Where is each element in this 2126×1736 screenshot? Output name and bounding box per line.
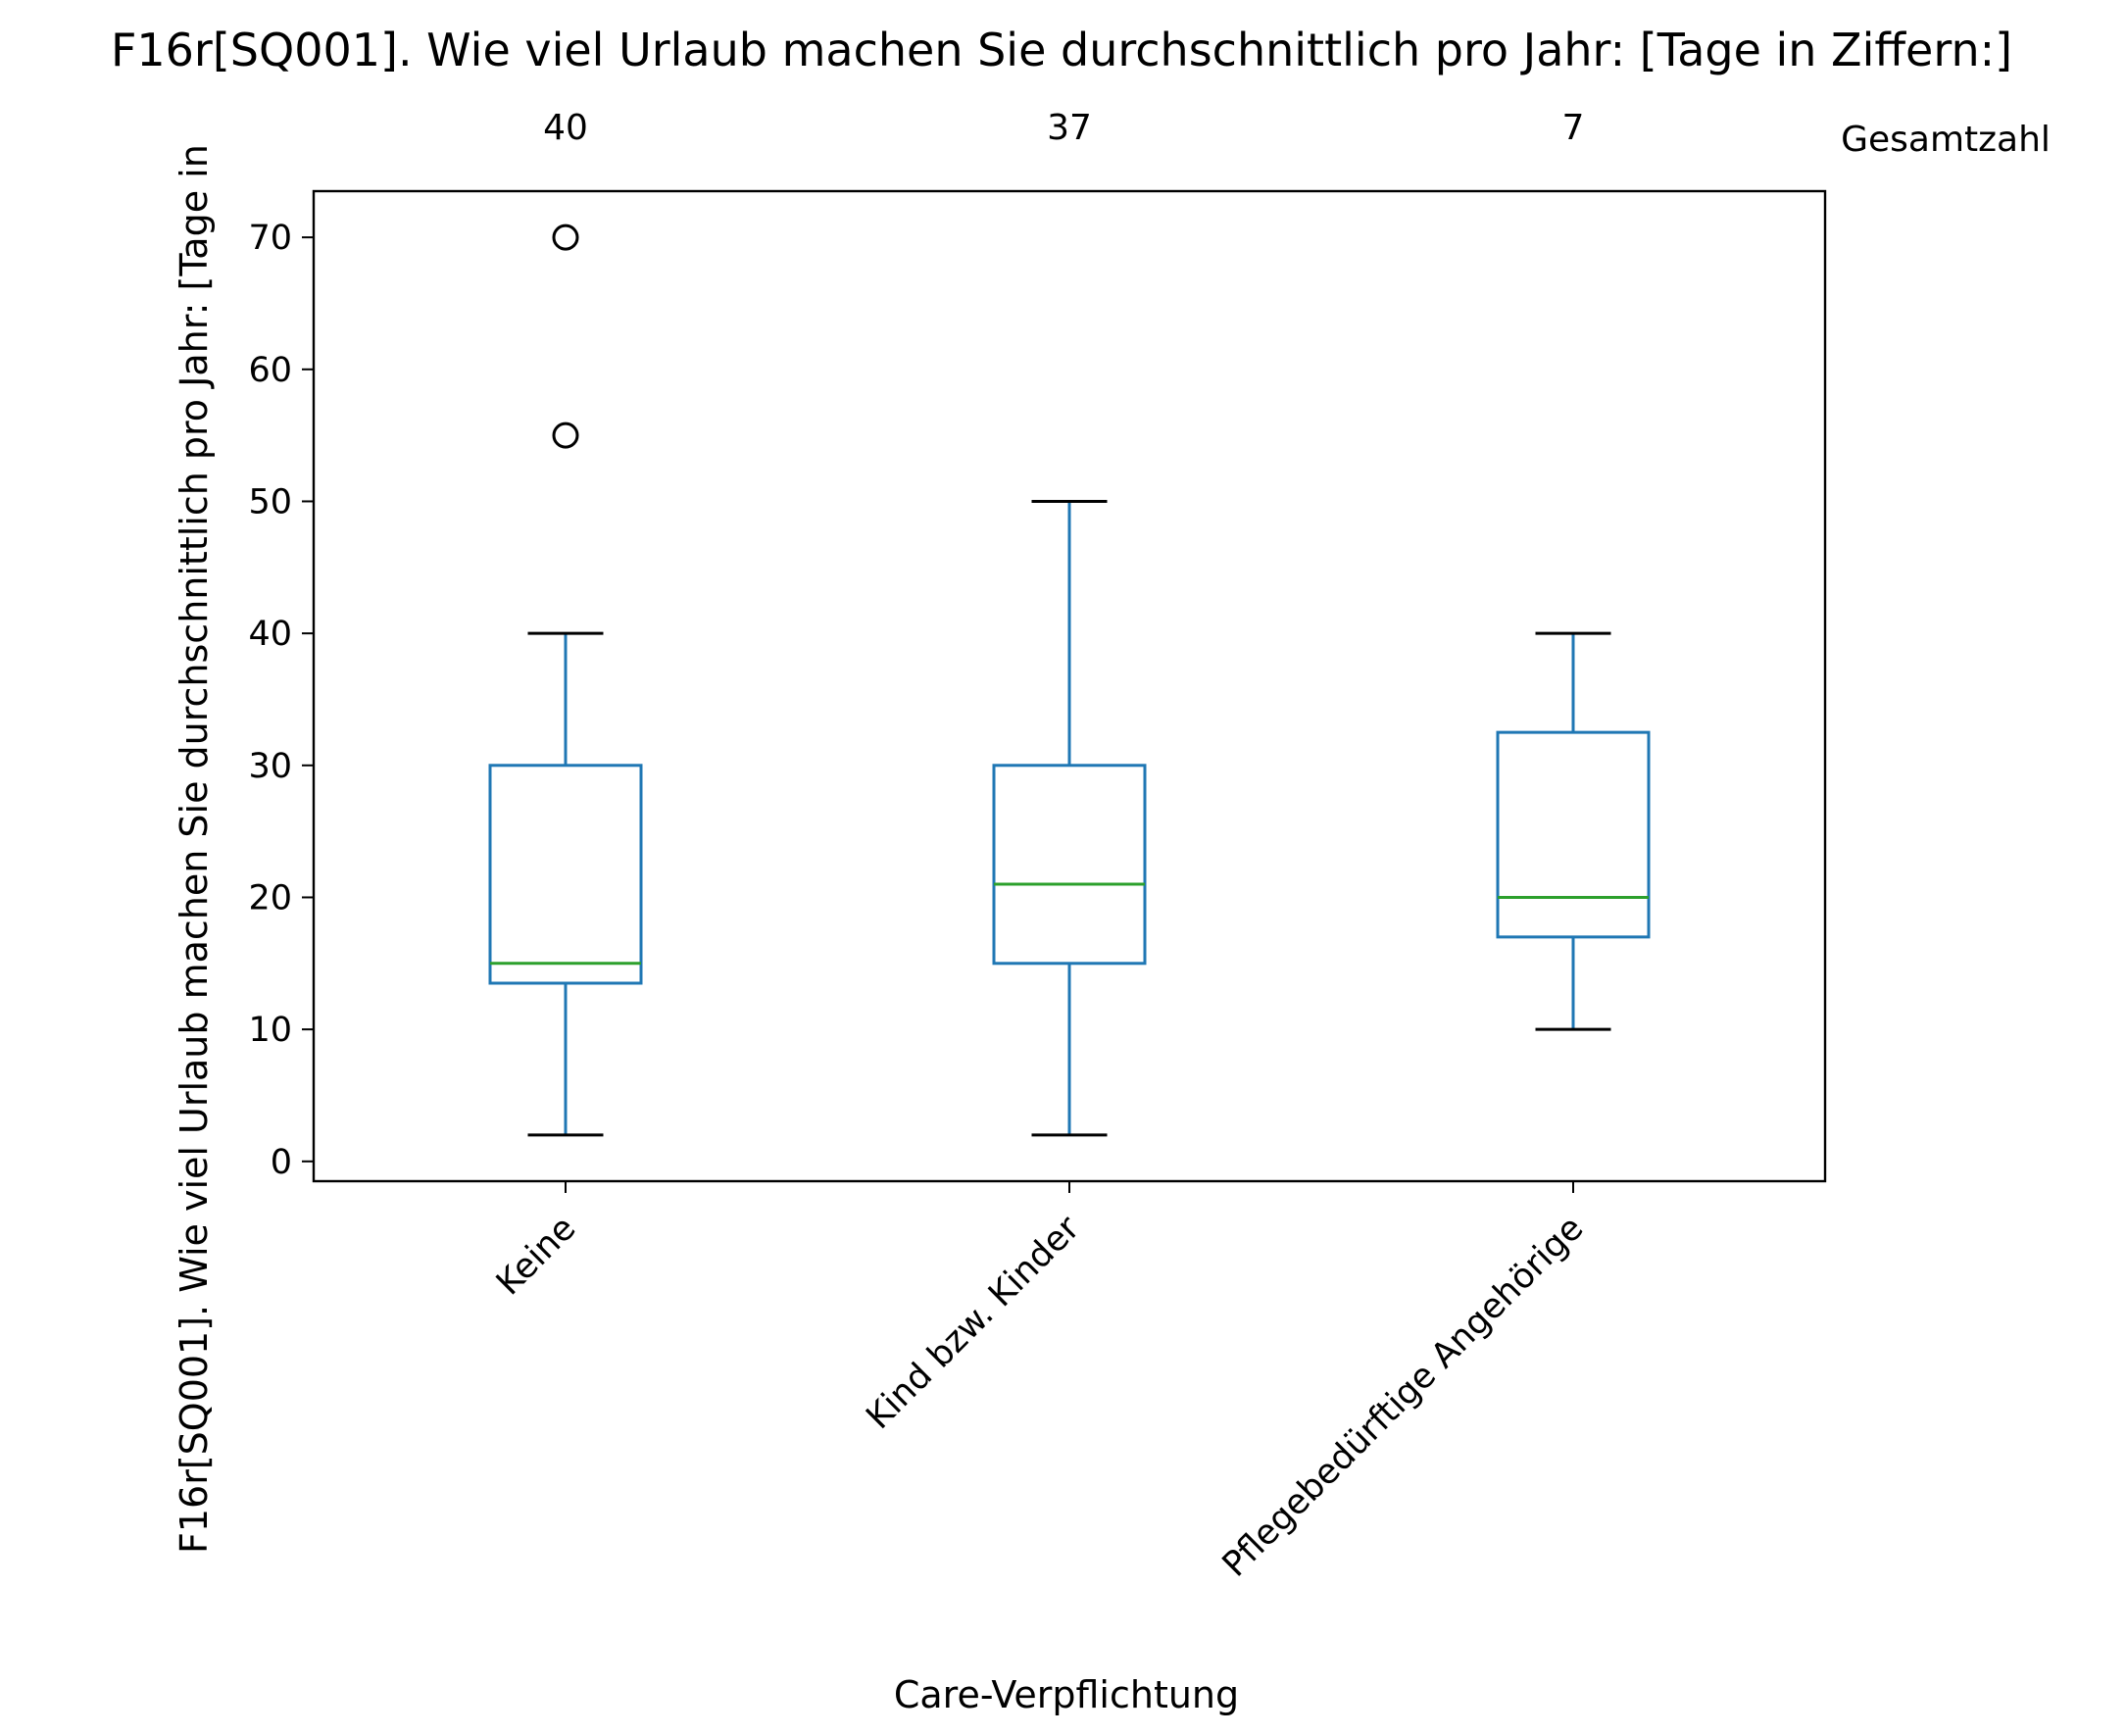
iqr-box [488,764,643,985]
chart-title: F16r[SQ001]. Wie viel Urlaub machen Sie … [111,24,2012,76]
y-tick-label: 50 [248,482,292,521]
x-tick-label: Kind bzw. Kinder [859,1209,1087,1437]
y-tick-label: 30 [248,747,292,786]
count-header-label: Gesamtzahl [1841,120,2051,160]
count-label: 37 [1047,108,1092,148]
y-tick-label: 60 [248,351,292,390]
outlier-point [552,422,579,449]
y-tick-label: 70 [248,219,292,258]
x-tick-label: Keine [489,1209,583,1303]
x-axis-label: Care-Verpflichtung [894,1673,1239,1716]
outlier-point [552,223,579,251]
iqr-box [992,764,1147,966]
y-axis-label: F16r[SQ001]. Wie viel Urlaub machen Sie … [173,144,216,1554]
count-label: 40 [543,108,588,148]
y-tick-label: 20 [248,878,292,918]
y-tick-label: 0 [271,1143,292,1182]
y-tick-label: 40 [248,615,292,654]
y-tick-label: 10 [248,1011,292,1050]
count-label: 7 [1562,108,1585,148]
x-tick-label: Pflegebedürftige Angehörige [1215,1209,1591,1584]
iqr-box [1496,730,1651,939]
plot-area: 0 10 20 30 40 50 60 70 Keine 40 Kind bzw. Kinder 37… [248,108,1827,1585]
